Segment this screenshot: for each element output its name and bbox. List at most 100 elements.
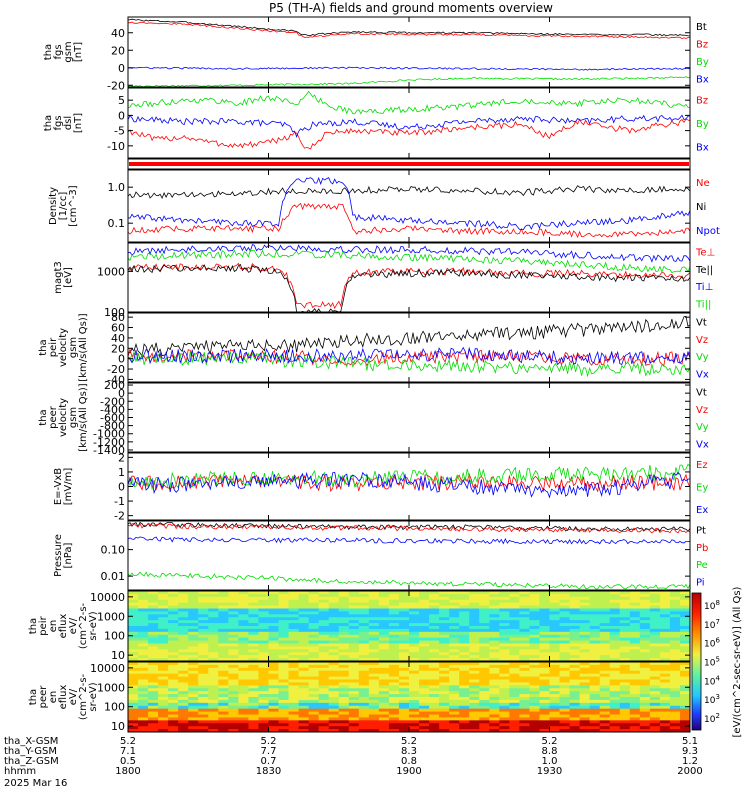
spectrogram-cell <box>639 688 651 692</box>
spectrogram-cell <box>138 640 149 645</box>
spectrogram-cell <box>629 626 641 630</box>
spectrogram-cell <box>619 682 631 686</box>
spectrogram-cell <box>669 685 681 689</box>
spectrogram-cell <box>629 729 641 732</box>
legend-entry-1: Te|| <box>695 265 713 276</box>
y-tick-label: 100 <box>104 306 125 319</box>
spectrogram-cell <box>609 697 621 701</box>
spectrogram-cell <box>429 596 440 601</box>
spectrogram-cell <box>429 691 440 695</box>
spectrogram-cell <box>388 620 400 624</box>
spectrogram-cell <box>599 667 611 672</box>
colorbar-tick-exponent: 5 <box>715 656 719 664</box>
spectrogram-cell <box>258 617 270 621</box>
spectrogram-cell <box>649 699 661 704</box>
spectrogram-cell <box>479 591 490 595</box>
spectrogram-cell <box>429 697 440 701</box>
spectrogram-cell <box>439 626 450 630</box>
spectrogram-cell <box>499 652 510 656</box>
spectrogram-cell <box>368 717 380 721</box>
spectrogram-cell <box>629 602 641 607</box>
spectrogram-cell <box>409 626 420 630</box>
spectrogram-cell <box>288 643 300 648</box>
spectrogram-cell <box>649 628 661 633</box>
spectrogram-cell <box>629 608 641 613</box>
spectrogram-cell <box>128 667 139 672</box>
spectrogram-cell <box>499 720 510 724</box>
spectrogram-cell <box>499 679 510 684</box>
spectrogram-cell <box>188 717 199 721</box>
spectrogram-cell <box>378 720 390 724</box>
spectrogram-cell <box>519 714 531 719</box>
spectrogram-cell <box>168 611 179 615</box>
spectrogram-cell <box>178 599 189 604</box>
spectrogram-cell <box>589 697 601 701</box>
spectrogram-cell <box>599 643 611 648</box>
spectrogram-cell <box>529 688 541 692</box>
spectrogram-cell <box>619 593 631 598</box>
spectrogram-cell <box>358 646 370 650</box>
spectrogram-cell <box>419 688 430 692</box>
spectrogram-cell <box>539 634 551 639</box>
series-line-vy <box>127 351 691 378</box>
spectrogram-cell <box>619 676 631 681</box>
spectrogram-cell <box>178 605 189 610</box>
spectrogram-cell <box>549 726 561 730</box>
spectrogram-cell <box>609 596 621 601</box>
spectrogram-cell <box>419 611 430 615</box>
spectrogram-cell <box>128 699 139 704</box>
y-axis-label: dsl <box>63 116 74 130</box>
spectrogram-cell <box>368 649 380 653</box>
spectrogram-cell <box>158 596 169 601</box>
spectrogram-cell <box>429 640 440 645</box>
spectrogram-cell <box>248 637 260 642</box>
spectrogram-cell <box>218 634 229 639</box>
spectrogram-cell <box>589 652 601 656</box>
spectrogram-cell <box>649 655 661 659</box>
spectrogram-cell <box>288 699 300 704</box>
spectrogram-cell <box>589 673 601 678</box>
spectrogram-cell <box>128 717 139 721</box>
spectrogram-cell <box>659 682 671 686</box>
spectrogram-cell <box>539 729 551 732</box>
spectrogram-cell <box>539 643 551 648</box>
spectrogram-cell <box>258 699 270 704</box>
spectrogram-cell <box>479 608 490 613</box>
spectrogram-cell <box>388 664 400 669</box>
spectrogram-cell <box>679 658 690 661</box>
spectrogram-cell <box>599 593 611 598</box>
spectrogram-cell <box>388 726 400 730</box>
spectrogram-cell <box>318 593 330 598</box>
spectrogram-cell <box>338 623 350 627</box>
spectrogram-cell <box>198 726 209 730</box>
spectrogram-cell <box>549 676 561 681</box>
spectrogram-cell <box>218 711 229 716</box>
spectrogram-cell <box>409 591 420 595</box>
spectrogram-cell <box>128 646 139 650</box>
spectrogram-cell <box>649 626 661 630</box>
spectrogram-cell <box>278 596 290 601</box>
spectrogram-cell <box>338 688 350 692</box>
spectrogram-cell <box>459 611 470 615</box>
spectrogram-cell <box>529 699 541 704</box>
spectrogram-cell <box>499 676 510 681</box>
spectrogram-cell <box>489 637 500 642</box>
spectrogram-cell <box>238 646 250 650</box>
spectrogram-cell <box>178 602 189 607</box>
spectrogram-cell <box>138 676 149 681</box>
spectrogram-cell <box>318 717 330 721</box>
spectrogram-cell <box>298 605 310 610</box>
spectrogram-cell <box>178 643 189 648</box>
spectrogram-cell <box>218 655 229 659</box>
spectrogram-cell <box>599 646 611 650</box>
spectrogram-cell <box>489 720 500 724</box>
spectrogram-cell <box>479 717 490 721</box>
spectrogram-cell <box>599 726 611 730</box>
spectrogram-cell <box>228 726 239 730</box>
spectrogram-cell <box>679 694 690 698</box>
y-tick-label: -20 <box>107 79 125 92</box>
spectrogram-cell <box>539 667 551 672</box>
spectrogram-cell <box>278 605 290 610</box>
spectrogram-cell <box>459 617 470 621</box>
y-tick-label: -600 <box>100 412 125 425</box>
